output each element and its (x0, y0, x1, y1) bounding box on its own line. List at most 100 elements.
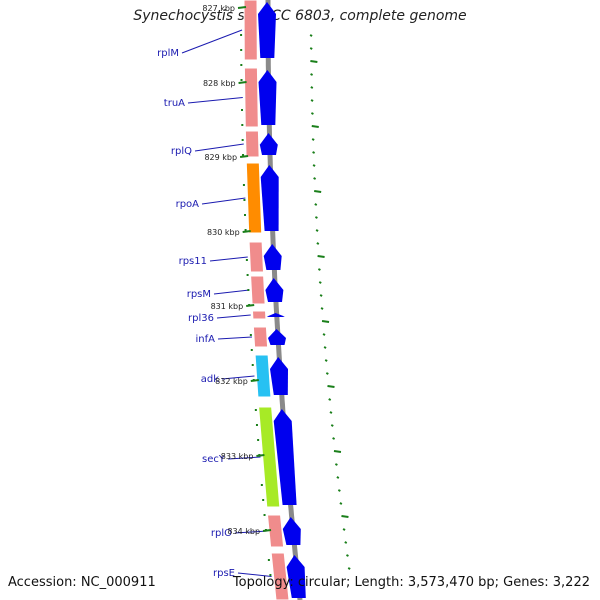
strand-arrow (265, 278, 284, 302)
outer-tick-mark (310, 86, 314, 89)
gene-block-rpoA (245, 162, 263, 234)
gene-leader-line (187, 97, 243, 104)
outer-tick-mark (328, 398, 332, 401)
outer-tick-mark (346, 554, 349, 557)
outer-tick-mark (316, 242, 320, 245)
kbp-tick-mark (237, 6, 247, 9)
outer-tick-mark (310, 99, 314, 102)
outer-tick-mark (347, 567, 351, 570)
gene-label-infA: infA (196, 334, 216, 345)
outer-tick-mark (329, 411, 333, 414)
strand-arrow (266, 313, 285, 317)
gene-leader-line (194, 143, 244, 152)
kbp-label: 834 kbp (227, 527, 260, 536)
gene-label-rpsM: rpsM (187, 289, 211, 300)
gene-label-rplQ: rplQ (171, 146, 192, 157)
outer-tick-mark (317, 268, 321, 271)
outer-tick-mark (337, 489, 341, 492)
outer-tick-mark (314, 203, 318, 206)
strand-arrow (258, 2, 276, 58)
outer-tick-mark (309, 47, 313, 50)
outer-tick-mark (333, 450, 342, 453)
kbp-label: 828 kbp (203, 79, 236, 88)
outer-tick-mark (311, 138, 315, 141)
gene-block-rpsE (270, 552, 290, 600)
strand-arrow (260, 165, 279, 231)
strand-arrow (258, 70, 277, 125)
kbp-tick-mark (262, 529, 272, 532)
gene-leader-line (227, 456, 261, 460)
outer-tick-mark (327, 385, 335, 388)
gene-label-rpoA: rpoA (176, 199, 200, 210)
gene-label-rplO: rplO (211, 528, 232, 539)
gene-block-truA (243, 67, 259, 128)
kbp-tick-mark (239, 155, 249, 158)
gene-label-rpsE: rpsE (213, 568, 235, 579)
outer-tick-mark (310, 60, 318, 63)
kbp-label: 830 kbp (207, 228, 240, 237)
outer-tick-mark (334, 463, 338, 466)
outer-tick-mark (321, 320, 330, 323)
kbp-label: 829 kbp (204, 153, 237, 162)
strand-arrow (282, 517, 301, 545)
gene-leader-line (201, 197, 246, 205)
gene-leader-line (209, 256, 248, 262)
kbp-tick-mark (238, 81, 247, 84)
outer-tick-mark (322, 333, 326, 336)
kbp-tick-mark (250, 379, 259, 382)
outer-tick-mark (310, 112, 314, 115)
outer-tick-mark (313, 177, 317, 180)
kbp-tick-mark (242, 230, 251, 233)
outer-tick-mark (318, 281, 322, 284)
gene-label-rplM: rplM (157, 48, 179, 59)
kbp-label: 827 kbp (202, 4, 235, 13)
kbp-label: 831 kbp (211, 302, 244, 311)
kbp-label: 832 kbp (215, 377, 248, 386)
gene-leader-line (213, 289, 250, 295)
outer-tick-mark (323, 346, 327, 349)
outer-tick-mark (317, 255, 325, 258)
strand-arrow (259, 133, 278, 155)
gene-label-adk: adk (201, 374, 219, 385)
strand-arrow (270, 357, 288, 395)
gene-leader-line (234, 530, 268, 534)
outer-tick-mark (339, 502, 343, 505)
strand-arrow (273, 409, 297, 505)
outer-tick-mark (319, 294, 323, 297)
strand-arrow (263, 244, 282, 270)
gene-label-secY: secY (202, 454, 226, 465)
gene-block-rpsM (250, 275, 266, 305)
outer-tick-mark (330, 424, 334, 427)
gene-block-rpl36 (251, 310, 267, 320)
outer-tick-mark (336, 476, 340, 479)
gene-leader-line (221, 375, 255, 380)
gene-leader-line (181, 29, 243, 54)
outer-tick-mark (332, 437, 336, 440)
gene-block-rplM (243, 0, 258, 61)
gene-block-rplO (266, 514, 285, 548)
gene-block-rps11 (248, 241, 265, 273)
accession-text: Accession: NC_000911 (8, 575, 156, 590)
kbp-label: 833 kbp (221, 452, 254, 461)
outer-tick-mark (344, 541, 348, 544)
gene-label-rps11: rps11 (179, 256, 207, 267)
outer-tick-mark (325, 372, 329, 375)
outer-tick-mark (312, 151, 316, 154)
gene-block-adk (254, 354, 272, 398)
outer-tick-mark (324, 359, 328, 362)
outer-tick-mark (314, 216, 318, 219)
outer-tick-mark (310, 73, 314, 76)
outer-tick-mark (314, 190, 322, 193)
kbp-tick-mark (256, 454, 265, 457)
strand-arrow (268, 329, 286, 345)
outer-tick-mark (311, 125, 319, 128)
gene-label-rpl36: rpl36 (188, 313, 214, 324)
gene-label-truA: truA (164, 98, 185, 109)
outer-tick-mark (312, 164, 316, 167)
kbp-tick-mark (246, 304, 255, 307)
outer-tick-mark (309, 34, 313, 37)
outer-tick-mark (342, 528, 346, 531)
outer-tick-mark (315, 229, 319, 232)
gene-leader-line (217, 336, 253, 340)
